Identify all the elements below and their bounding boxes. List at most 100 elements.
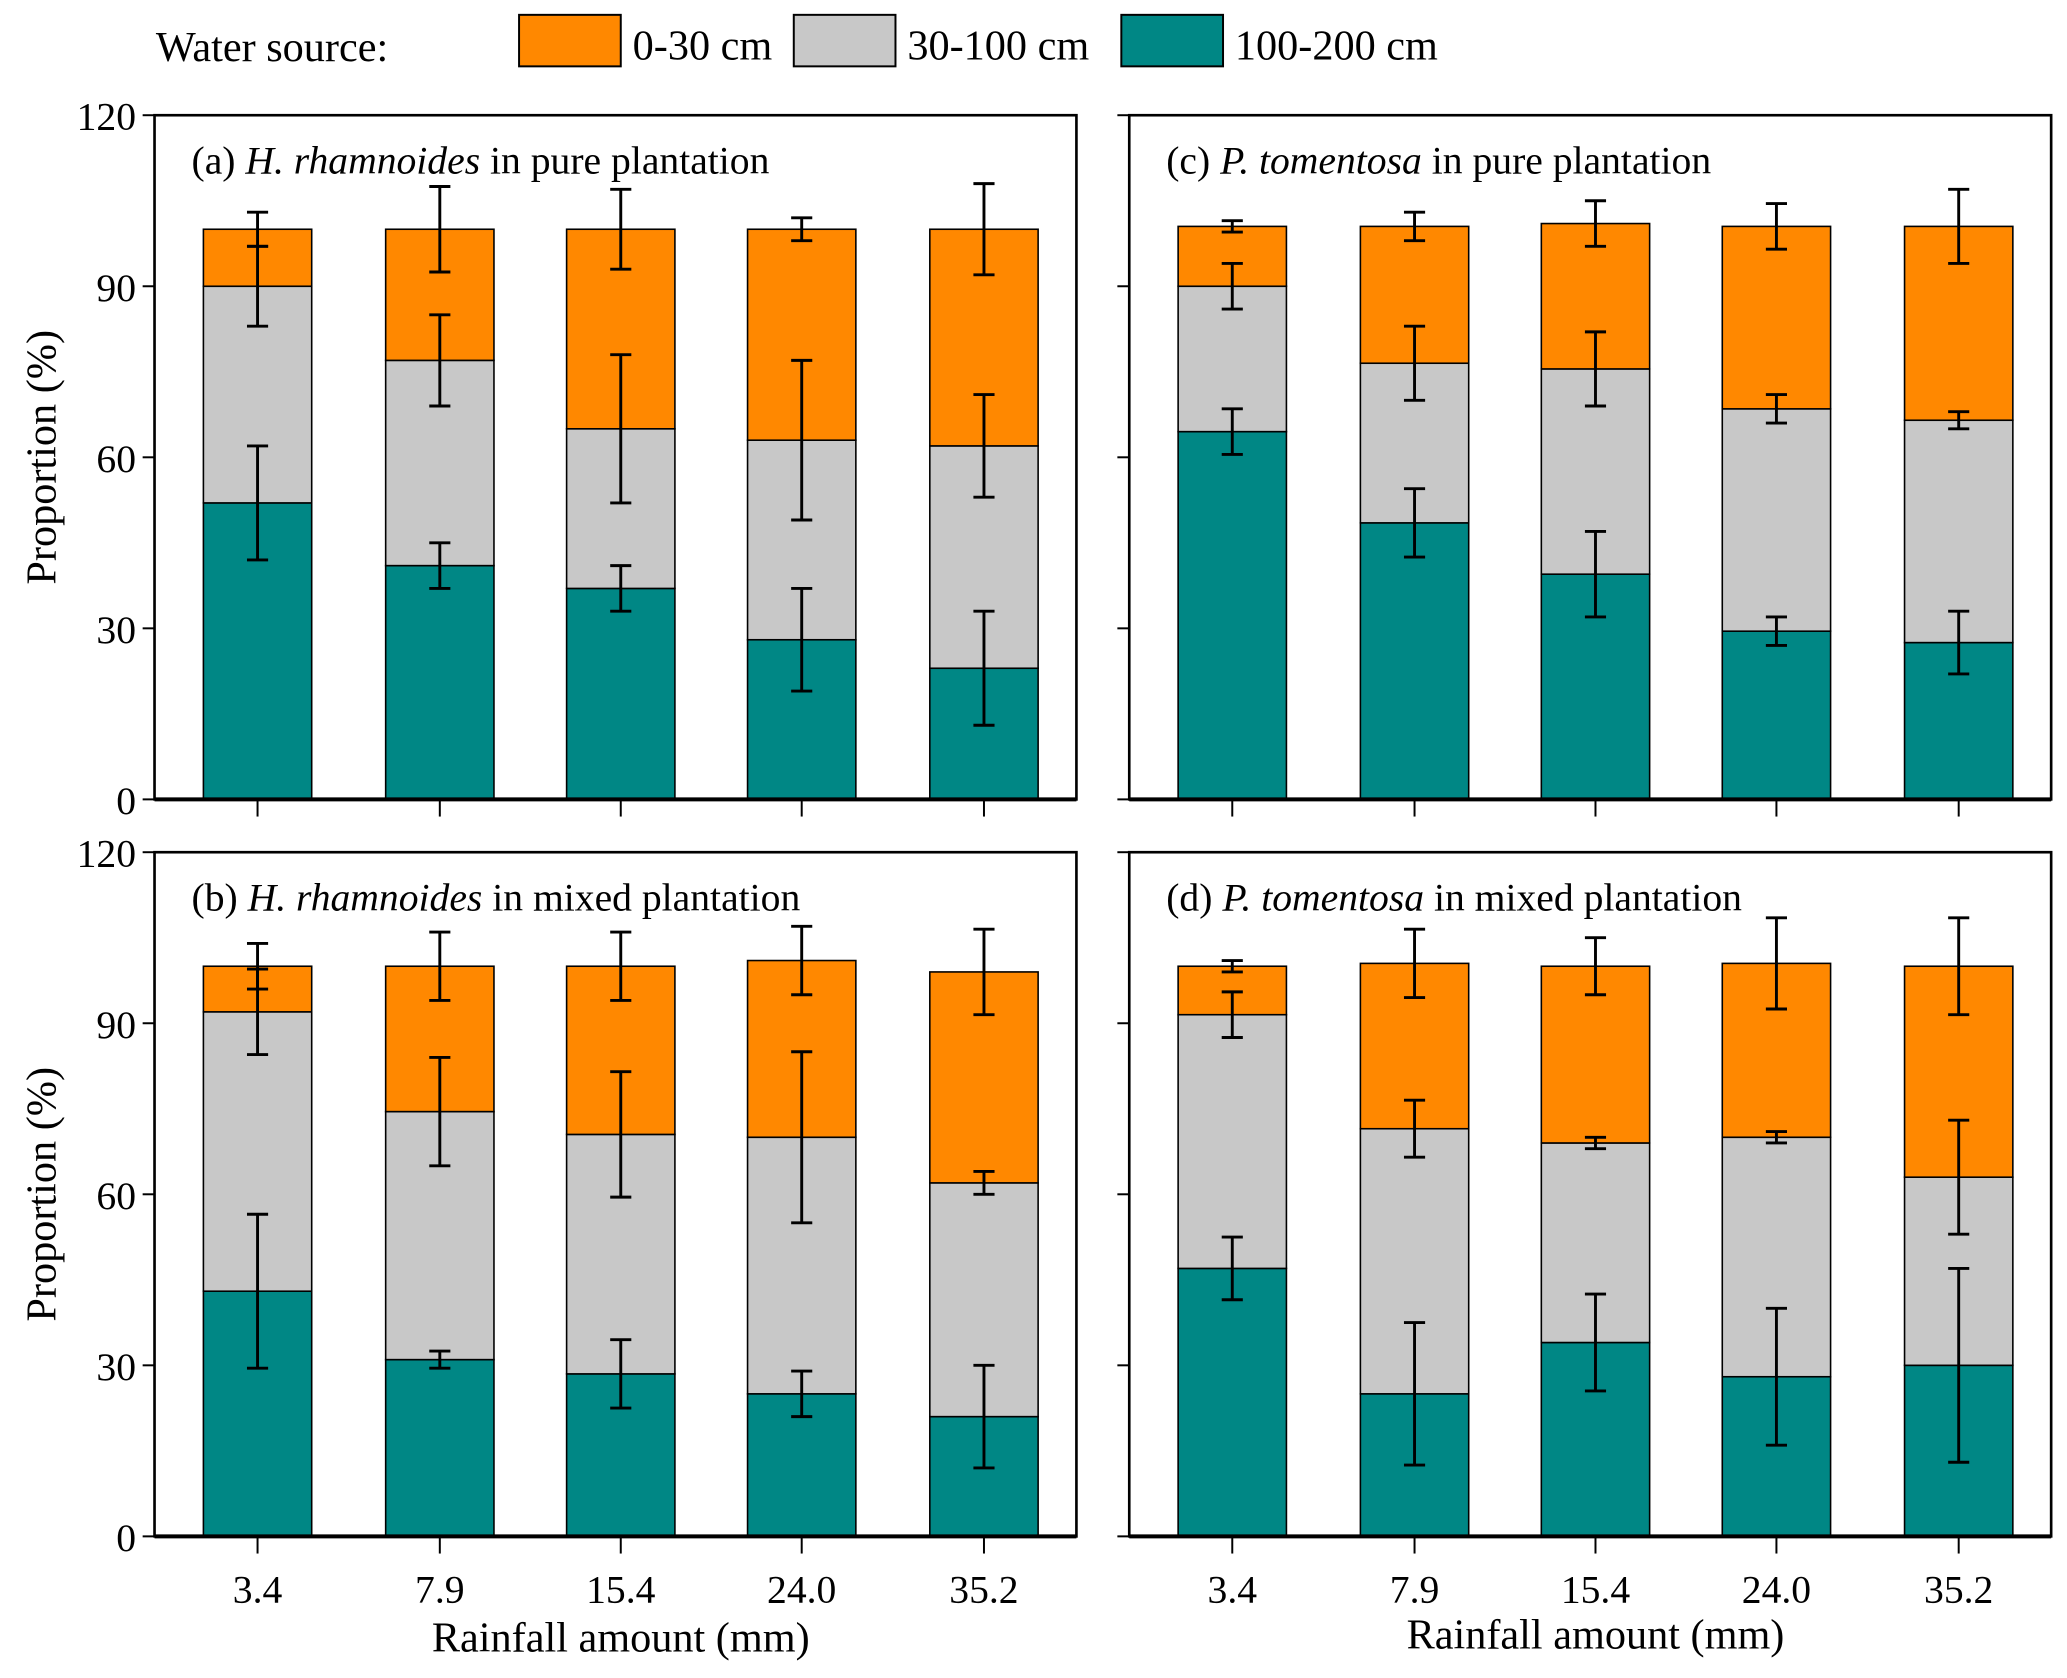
panel-title-a: (a) H. rhamnoides in pure plantation bbox=[192, 138, 770, 182]
x-tick-label: 15.4 bbox=[1561, 1567, 1631, 1611]
error-bar-100-200cm-24.0 bbox=[1765, 615, 1787, 647]
error-bar-0-30cm-24.0 bbox=[1765, 916, 1787, 1011]
error-bar-30-100cm-3.4 bbox=[1221, 990, 1243, 1039]
y-tick-label: 0 bbox=[116, 1516, 136, 1560]
x-tick-label: 24.0 bbox=[1742, 1567, 1811, 1611]
error-bar-100-200cm-3.4 bbox=[1221, 407, 1243, 456]
legend-title: Water source: bbox=[156, 24, 388, 71]
error-bar-100-200cm-3.4 bbox=[246, 444, 269, 562]
y-tick-label: 120 bbox=[77, 832, 136, 876]
error-bar-100-200cm-24.0 bbox=[1765, 1306, 1787, 1447]
panel-title-suffix: in pure plantation bbox=[480, 138, 769, 182]
error-bar-0-30cm-15.4 bbox=[610, 930, 632, 1002]
x-tick-label: 3.4 bbox=[1208, 1567, 1258, 1611]
error-bar-100-200cm-3.4 bbox=[246, 1212, 269, 1370]
panel-title-species: P. tomentosa bbox=[1219, 138, 1422, 182]
error-bar-0-30cm-7.9 bbox=[1403, 927, 1426, 1000]
error-bar-0-30cm-7.9 bbox=[1403, 210, 1426, 243]
error-bar-30-100cm-35.2 bbox=[1948, 410, 1970, 431]
error-bar-0-30cm-15.4 bbox=[1584, 936, 1607, 997]
error-bar-0-30cm-3.4 bbox=[246, 941, 269, 991]
error-bar-30-100cm-3.4 bbox=[1221, 262, 1243, 311]
y-axis-title-bottom: Proportion (%) bbox=[18, 1067, 65, 1322]
panel-title-species: P. tomentosa bbox=[1221, 875, 1424, 919]
x-axis-title-left: Rainfall amount (mm) bbox=[432, 1614, 810, 1661]
panel-title-suffix: in mixed plantation bbox=[482, 875, 800, 919]
panel-title-d: (d) P. tomentosa in mixed plantation bbox=[1166, 875, 1742, 919]
bar-segment-100-200cm-7.9 bbox=[384, 1358, 495, 1538]
error-bar-100-200cm-35.2 bbox=[1948, 609, 1970, 676]
legend-swatch-0-30cm bbox=[518, 13, 622, 68]
y-tick-label: 60 bbox=[96, 1174, 136, 1218]
error-bar-0-30cm-35.2 bbox=[973, 927, 995, 1017]
bar-segment-100-200cm-7.9 bbox=[384, 564, 495, 801]
error-bar-30-100cm-24.0 bbox=[1765, 393, 1787, 425]
error-bar-100-200cm-7.9 bbox=[429, 541, 451, 590]
panel-title-species: H. rhamnoides bbox=[244, 138, 480, 182]
error-bar-30-100cm-7.9 bbox=[1403, 1098, 1426, 1159]
bar-segment-30-100cm-3.4 bbox=[1177, 1013, 1288, 1270]
panel-title-letter: (b) bbox=[192, 875, 248, 919]
x-tick-label: 3.4 bbox=[233, 1567, 283, 1611]
panel-title-species: H. rhamnoides bbox=[247, 875, 483, 919]
y-tick-label: 120 bbox=[77, 95, 136, 139]
bar-segment-100-200cm-3.4 bbox=[1177, 1267, 1288, 1538]
panel-title-b: (b) H. rhamnoides in mixed plantation bbox=[192, 875, 801, 919]
error-bar-100-200cm-24.0 bbox=[791, 586, 813, 693]
bar-segment-0-30cm-24.0 bbox=[1721, 225, 1832, 410]
error-bar-100-200cm-7.9 bbox=[1403, 487, 1426, 559]
error-bar-0-30cm-24.0 bbox=[1765, 202, 1787, 251]
panels: 0 30 60 90 120 (a) H. rhamnoides in pure plan… bbox=[77, 95, 2053, 1611]
x-tick-label: 15.4 bbox=[586, 1567, 656, 1611]
error-bar-0-30cm-24.0 bbox=[791, 924, 813, 997]
error-bar-100-200cm-15.4 bbox=[1584, 1292, 1607, 1393]
error-bar-0-30cm-24.0 bbox=[791, 216, 813, 243]
error-bar-30-100cm-15.4 bbox=[1584, 330, 1607, 408]
error-bar-100-200cm-7.9 bbox=[1403, 1321, 1426, 1467]
panel-title-letter: (d) bbox=[1166, 875, 1222, 919]
error-bar-0-30cm-15.4 bbox=[610, 187, 632, 271]
bar-segment-100-200cm-15.4 bbox=[565, 587, 676, 801]
error-bar-30-100cm-15.4 bbox=[1584, 1135, 1607, 1151]
error-bar-30-100cm-24.0 bbox=[791, 1050, 813, 1225]
error-bar-0-30cm-3.4 bbox=[246, 210, 269, 248]
error-bar-0-30cm-15.4 bbox=[1584, 199, 1607, 248]
error-bar-100-200cm-15.4 bbox=[610, 564, 632, 613]
error-bar-100-200cm-35.2 bbox=[973, 1363, 995, 1470]
error-bar-30-100cm-15.4 bbox=[610, 1070, 632, 1199]
panel-b: 0 30 60 90 120 3.4 7.9 15.4 24.0 35.2 (b) H. rhamn… bbox=[77, 832, 1078, 1611]
x-tick-label: 35.2 bbox=[1924, 1567, 1993, 1611]
panel-title-suffix: in pure plantation bbox=[1422, 138, 1711, 182]
legend-label-100-200cm: 100-200 cm bbox=[1235, 23, 1438, 70]
error-bar-30-100cm-35.2 bbox=[1948, 1118, 1970, 1236]
error-bar-100-200cm-15.4 bbox=[1584, 529, 1607, 619]
y-tick-label: 0 bbox=[116, 779, 136, 823]
x-tick-label: 7.9 bbox=[1390, 1567, 1440, 1611]
error-bar-30-100cm-24.0 bbox=[791, 358, 813, 522]
x-tick-label: 35.2 bbox=[949, 1567, 1018, 1611]
error-bar-100-200cm-7.9 bbox=[429, 1349, 451, 1370]
bar-segment-30-100cm-35.2 bbox=[1903, 419, 2014, 644]
y-tick-label: 90 bbox=[96, 1003, 136, 1047]
legend-label-30-100cm: 30-100 cm bbox=[907, 23, 1089, 70]
legend-label-0-30cm: 0-30 cm bbox=[633, 23, 773, 70]
error-bar-0-30cm-35.2 bbox=[1948, 916, 1970, 1017]
error-bar-100-200cm-3.4 bbox=[1221, 1235, 1243, 1302]
panel-d: 3.4 7.9 15.4 24.0 35.2 (d) P. tomentosa in mi… bbox=[1117, 850, 2053, 1611]
error-bar-100-200cm-35.2 bbox=[1948, 1266, 1970, 1464]
x-axis-title-right: Rainfall amount (mm) bbox=[1407, 1612, 1785, 1659]
legend: Water source: 0-30 cm 30-100 cm 100-200 … bbox=[156, 13, 1438, 71]
error-bar-30-100cm-7.9 bbox=[429, 313, 451, 408]
panel-c: (c) P. tomentosa in pure plantation bbox=[1117, 113, 2053, 817]
bar-segment-30-100cm-24.0 bbox=[1721, 408, 1832, 632]
error-bar-0-30cm-35.2 bbox=[1948, 187, 1970, 265]
legend-swatch-100-200cm bbox=[1120, 13, 1225, 68]
panel-title-suffix: in mixed plantation bbox=[1424, 875, 1742, 919]
panel-a: 0 30 60 90 120 (a) H. rhamnoides in pure plan… bbox=[77, 95, 1078, 823]
error-bar-100-200cm-24.0 bbox=[791, 1369, 813, 1419]
error-bar-0-30cm-35.2 bbox=[973, 182, 995, 277]
panel-title-c: (c) P. tomentosa in pure plantation bbox=[1166, 138, 1711, 182]
legend-swatch-30-100cm bbox=[792, 13, 897, 68]
y-tick-label: 30 bbox=[96, 608, 136, 652]
